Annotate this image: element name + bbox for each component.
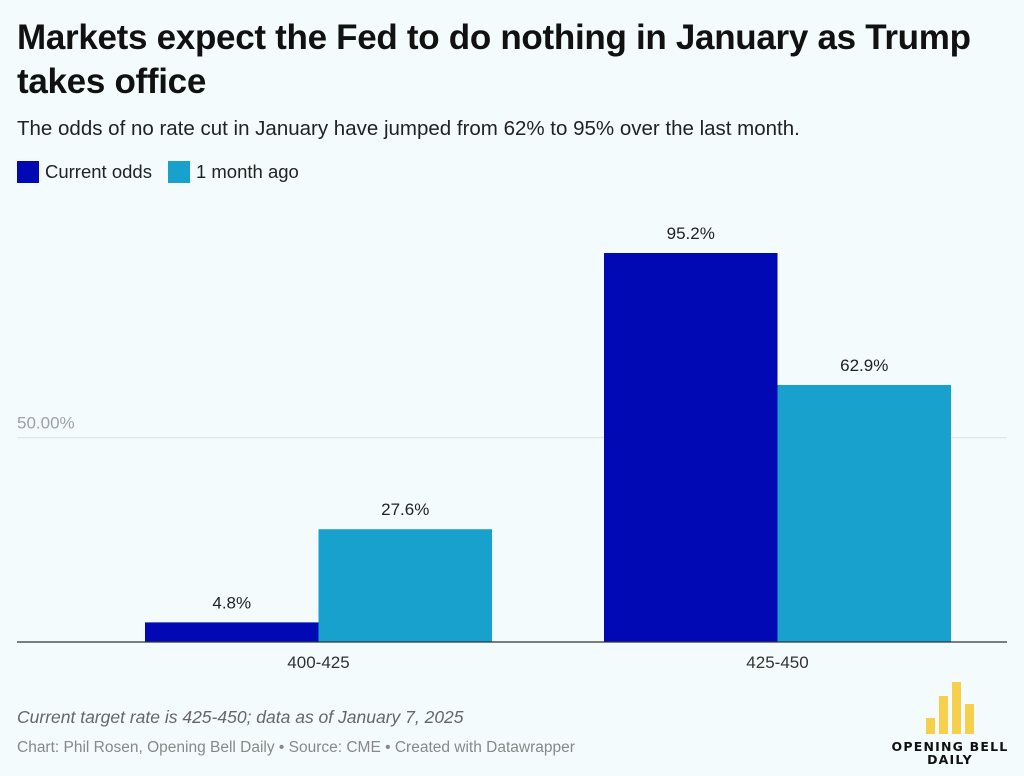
legend-label-current-odds: Current odds bbox=[45, 161, 152, 182]
logo-bar bbox=[965, 704, 974, 734]
chart-note: Current target rate is 425-450; data as … bbox=[17, 707, 464, 727]
bar-current-odds-425-450 bbox=[604, 253, 778, 642]
x-tick-label: 425-450 bbox=[746, 653, 808, 672]
legend-label-1-month-ago: 1 month ago bbox=[195, 161, 299, 182]
x-tick-label: 400-425 bbox=[287, 653, 349, 672]
legend: Current odds 1 month ago bbox=[17, 161, 315, 183]
legend-item-current-odds: Current odds bbox=[17, 161, 152, 183]
logo-bar bbox=[926, 718, 935, 734]
bar-current-odds-400-425 bbox=[145, 622, 319, 642]
logo-text: OPENING BELL DAILY bbox=[890, 740, 1010, 766]
chart-credit: Chart: Phil Rosen, Opening Bell Daily • … bbox=[17, 739, 575, 756]
chart-title: Markets expect the Fed to do nothing in … bbox=[17, 18, 971, 101]
legend-swatch-1-month-ago bbox=[167, 161, 190, 183]
logo-text-line1: OPENING BELL bbox=[891, 739, 1009, 754]
opening-bell-daily-logo: OPENING BELL DAILY bbox=[890, 678, 1010, 770]
legend-item-1-month-ago: 1 month ago bbox=[167, 161, 299, 183]
legend-swatch-current-odds bbox=[17, 161, 39, 183]
logo-bar bbox=[939, 696, 948, 734]
bar-chart: 50.00% 4.8% 27.6% 400-425 95.2% 62.9% 425-450 bbox=[17, 224, 1007, 672]
data-label: 62.9% bbox=[840, 356, 888, 375]
data-label: 4.8% bbox=[212, 593, 251, 612]
data-label: 27.6% bbox=[381, 500, 429, 519]
gridline-label: 50.00% bbox=[17, 414, 75, 433]
logo-bars-icon bbox=[926, 680, 976, 734]
logo-bar bbox=[952, 682, 961, 734]
chart-subtitle: The odds of no rate cut in January have … bbox=[17, 117, 800, 140]
data-label: 95.2% bbox=[667, 224, 715, 243]
logo-text-line2: DAILY bbox=[927, 752, 973, 767]
bar-1-month-ago-400-425 bbox=[318, 529, 492, 642]
bar-1-month-ago-425-450 bbox=[777, 384, 951, 642]
